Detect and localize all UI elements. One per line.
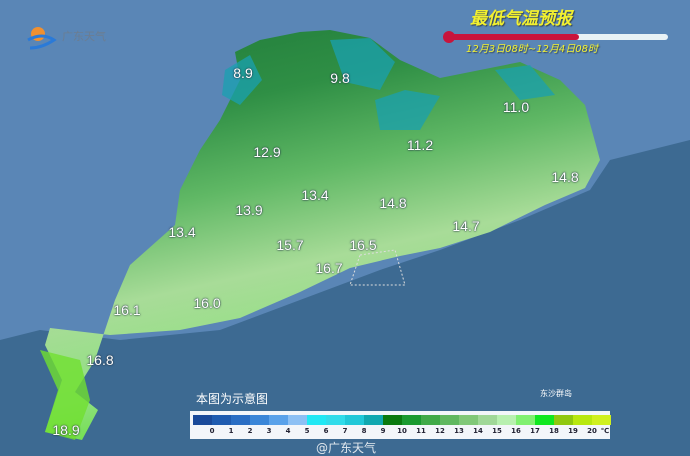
legend-swatch	[193, 415, 212, 425]
legend-swatch	[421, 415, 440, 425]
legend-label: 7	[342, 427, 348, 435]
temp-label: 15.7	[276, 237, 304, 253]
legend-swatch	[288, 415, 307, 425]
legend-label: 4	[285, 427, 291, 435]
legend-label: 3	[266, 427, 272, 435]
logo	[24, 22, 60, 56]
legend-swatch	[459, 415, 478, 425]
temp-label: 18.9	[52, 422, 80, 438]
temp-label: 8.9	[233, 65, 253, 81]
legend-label: 13	[454, 427, 464, 435]
legend-swatch	[478, 415, 497, 425]
legend-label: 5	[304, 427, 310, 435]
legend-label: 20	[587, 427, 597, 435]
legend-swatch	[592, 415, 611, 425]
weibo-watermark: @广东天气	[316, 441, 377, 455]
forecast-period: 12月3日08时~12月4日08时	[466, 44, 599, 55]
legend-label: 1	[228, 427, 234, 435]
legend-label: 19	[568, 427, 578, 435]
legend-unit: ℃	[600, 427, 610, 435]
legend-swatch	[497, 415, 516, 425]
warm-zone-south	[40, 350, 90, 440]
legend-label: 9	[380, 427, 386, 435]
legend-label: 12	[435, 427, 445, 435]
sun-logo-icon	[27, 27, 57, 50]
legend-swatch	[212, 415, 231, 425]
map-title: 最低气温预报	[470, 9, 572, 29]
legend-swatch	[535, 415, 554, 425]
legend-label: 10	[397, 427, 407, 435]
legend-swatch	[440, 415, 459, 425]
temp-label: 12.9	[253, 144, 281, 160]
temp-label: 16.5	[349, 237, 377, 253]
legend-label: 17	[530, 427, 540, 435]
legend-label: 8	[361, 427, 367, 435]
legend-swatch	[364, 415, 383, 425]
temp-label: 16.7	[315, 260, 343, 276]
legend-label: 15	[492, 427, 502, 435]
temp-label: 14.8	[551, 169, 579, 185]
hong-kong-region	[349, 249, 406, 286]
thermometer-bar	[446, 34, 668, 40]
thermometer-bulb-icon	[443, 31, 455, 43]
legend-swatch	[516, 415, 535, 425]
legend-swatch	[250, 415, 269, 425]
cold-zone-north	[222, 38, 555, 130]
temp-label: 13.4	[301, 187, 329, 203]
temp-label: 11.0	[502, 99, 530, 115]
legend-label: 11	[416, 427, 426, 435]
legend-swatch	[231, 415, 250, 425]
legend-label: 18	[549, 427, 559, 435]
temp-label: 13.4	[168, 224, 196, 240]
temp-label: 16.8	[86, 352, 114, 368]
legend-swatch	[345, 415, 364, 425]
legend-swatch	[269, 415, 288, 425]
temp-label: 14.8	[379, 195, 407, 211]
temp-label: 14.7	[452, 218, 480, 234]
legend-swatch	[383, 415, 402, 425]
legend-label: 16	[511, 427, 521, 435]
legend-swatch	[326, 415, 345, 425]
temp-label: 9.8	[330, 70, 350, 86]
logo-text: 广东天气	[62, 30, 106, 43]
temp-label: 11.2	[406, 137, 434, 153]
legend-swatch	[573, 415, 592, 425]
guangdong-province	[45, 30, 600, 440]
dongsha-islands-label: 东沙群岛	[540, 389, 572, 398]
color-legend: 0 1 2 3 4 5 6 7 8 9 10 11 12 13 14 15 16 17 18 19 20 ℃	[190, 411, 611, 439]
legend-swatch	[554, 415, 573, 425]
legend-label: 14	[473, 427, 483, 435]
legend-label: 2	[247, 427, 253, 435]
legend-swatch	[307, 415, 326, 425]
legend-swatch	[402, 415, 421, 425]
temp-label: 13.9	[235, 202, 263, 218]
temp-label: 16.1	[113, 302, 141, 318]
legend-label: 6	[323, 427, 329, 435]
temp-label: 16.0	[193, 295, 221, 311]
schematic-note: 本图为示意图	[196, 392, 269, 406]
legend-label: 0	[209, 427, 215, 435]
